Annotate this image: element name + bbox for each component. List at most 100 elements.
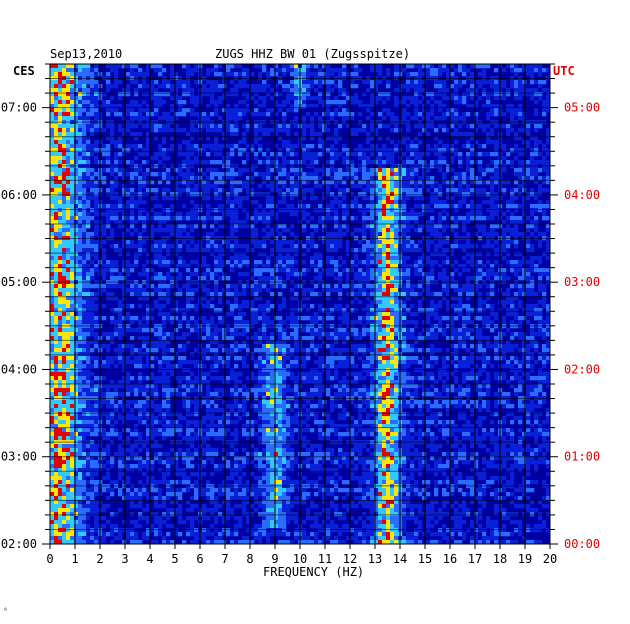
heatmap-cell	[78, 140, 83, 145]
heatmap-cell	[182, 240, 187, 245]
heatmap-cell	[86, 220, 91, 225]
heatmap-cell	[354, 200, 359, 205]
heatmap-cell	[162, 196, 167, 201]
heatmap-cell	[206, 180, 211, 185]
heatmap-cell	[470, 136, 475, 141]
heatmap-cell	[546, 188, 551, 193]
heatmap-cell	[142, 72, 147, 77]
heatmap-cell	[362, 124, 367, 129]
heatmap-cell	[70, 168, 75, 173]
heatmap-cell	[146, 296, 151, 301]
heatmap-cell	[494, 144, 499, 149]
heatmap-cell	[378, 180, 383, 185]
heatmap-cell	[410, 140, 415, 145]
heatmap-cell	[418, 228, 423, 233]
heatmap-cell	[494, 196, 499, 201]
heatmap-cell	[382, 248, 387, 253]
heatmap-cell	[442, 276, 447, 281]
heatmap-cell	[522, 276, 527, 281]
heatmap-cell	[522, 148, 527, 153]
heatmap-cell	[158, 92, 163, 97]
heatmap-cell	[62, 188, 67, 193]
heatmap-cell	[154, 240, 159, 245]
heatmap-cell	[526, 304, 531, 309]
heatmap-cell	[90, 296, 95, 301]
heatmap-cell	[66, 80, 71, 85]
heatmap-cell	[250, 224, 255, 229]
heatmap-cell	[450, 64, 455, 69]
heatmap-cell	[258, 112, 263, 117]
heatmap-cell	[490, 308, 495, 313]
heatmap-cell	[538, 204, 543, 209]
heatmap-cell	[286, 264, 291, 269]
heatmap-cell	[274, 284, 279, 289]
heatmap-cell	[514, 228, 519, 233]
heatmap-cell	[534, 140, 539, 145]
heatmap-cell	[50, 96, 55, 101]
heatmap-cell	[166, 128, 171, 133]
heatmap-cell	[326, 244, 331, 249]
heatmap-cell	[514, 88, 519, 93]
heatmap-cell	[402, 160, 407, 165]
heatmap-cell	[330, 148, 335, 153]
heatmap-cell	[366, 308, 371, 313]
heatmap-cell	[142, 160, 147, 165]
heatmap-cell	[182, 180, 187, 185]
heatmap-cell	[462, 100, 467, 105]
heatmap-cell	[434, 144, 439, 149]
heatmap-cell	[546, 268, 551, 273]
heatmap-cell	[254, 220, 259, 225]
heatmap-cell	[118, 140, 123, 145]
heatmap-cell	[86, 232, 91, 237]
heatmap-cell	[262, 312, 267, 317]
heatmap-cell	[118, 272, 123, 277]
heatmap-cell	[510, 308, 515, 313]
heatmap-cell	[366, 320, 371, 325]
heatmap-cell	[74, 92, 79, 97]
heatmap-cell	[442, 228, 447, 233]
heatmap-cell	[134, 100, 139, 105]
heatmap-cell	[106, 260, 111, 265]
heatmap-cell	[78, 128, 83, 133]
heatmap-cell	[302, 64, 307, 69]
heatmap-cell	[70, 124, 75, 129]
heatmap-cell	[358, 184, 363, 189]
heatmap-cell	[414, 92, 419, 97]
heatmap-cell	[302, 244, 307, 249]
heatmap-cell	[150, 228, 155, 233]
heatmap-cell	[222, 188, 227, 193]
heatmap-cell	[178, 148, 183, 153]
heatmap-cell	[370, 188, 375, 193]
heatmap-cell	[342, 284, 347, 289]
heatmap-cell	[482, 224, 487, 229]
heatmap-cell	[238, 152, 243, 157]
heatmap-cell	[326, 292, 331, 297]
heatmap-cell	[234, 260, 239, 265]
heatmap-cell	[514, 260, 519, 265]
heatmap-cell	[402, 240, 407, 245]
heatmap-cell	[146, 268, 151, 273]
heatmap-cell	[178, 188, 183, 193]
heatmap-cell	[238, 292, 243, 297]
heatmap-cell	[182, 264, 187, 269]
heatmap-cell	[114, 176, 119, 181]
heatmap-cell	[386, 220, 391, 225]
heatmap-cell	[58, 260, 63, 265]
heatmap-cell	[346, 272, 351, 277]
heatmap-cell	[170, 104, 175, 109]
heatmap-cell	[174, 292, 179, 297]
heatmap-cell	[170, 208, 175, 213]
heatmap-cell	[422, 264, 427, 269]
heatmap-cell	[222, 160, 227, 165]
heatmap-cell	[390, 284, 395, 289]
heatmap-cell	[250, 148, 255, 153]
heatmap-cell	[322, 288, 327, 293]
heatmap-cell	[162, 100, 167, 105]
heatmap-cell	[302, 304, 307, 309]
heatmap-cell	[54, 128, 59, 133]
heatmap-cell	[538, 168, 543, 173]
heatmap-cell	[82, 300, 87, 305]
heatmap-cell	[78, 308, 83, 313]
heatmap-cell	[278, 240, 283, 245]
heatmap-cell	[502, 124, 507, 129]
